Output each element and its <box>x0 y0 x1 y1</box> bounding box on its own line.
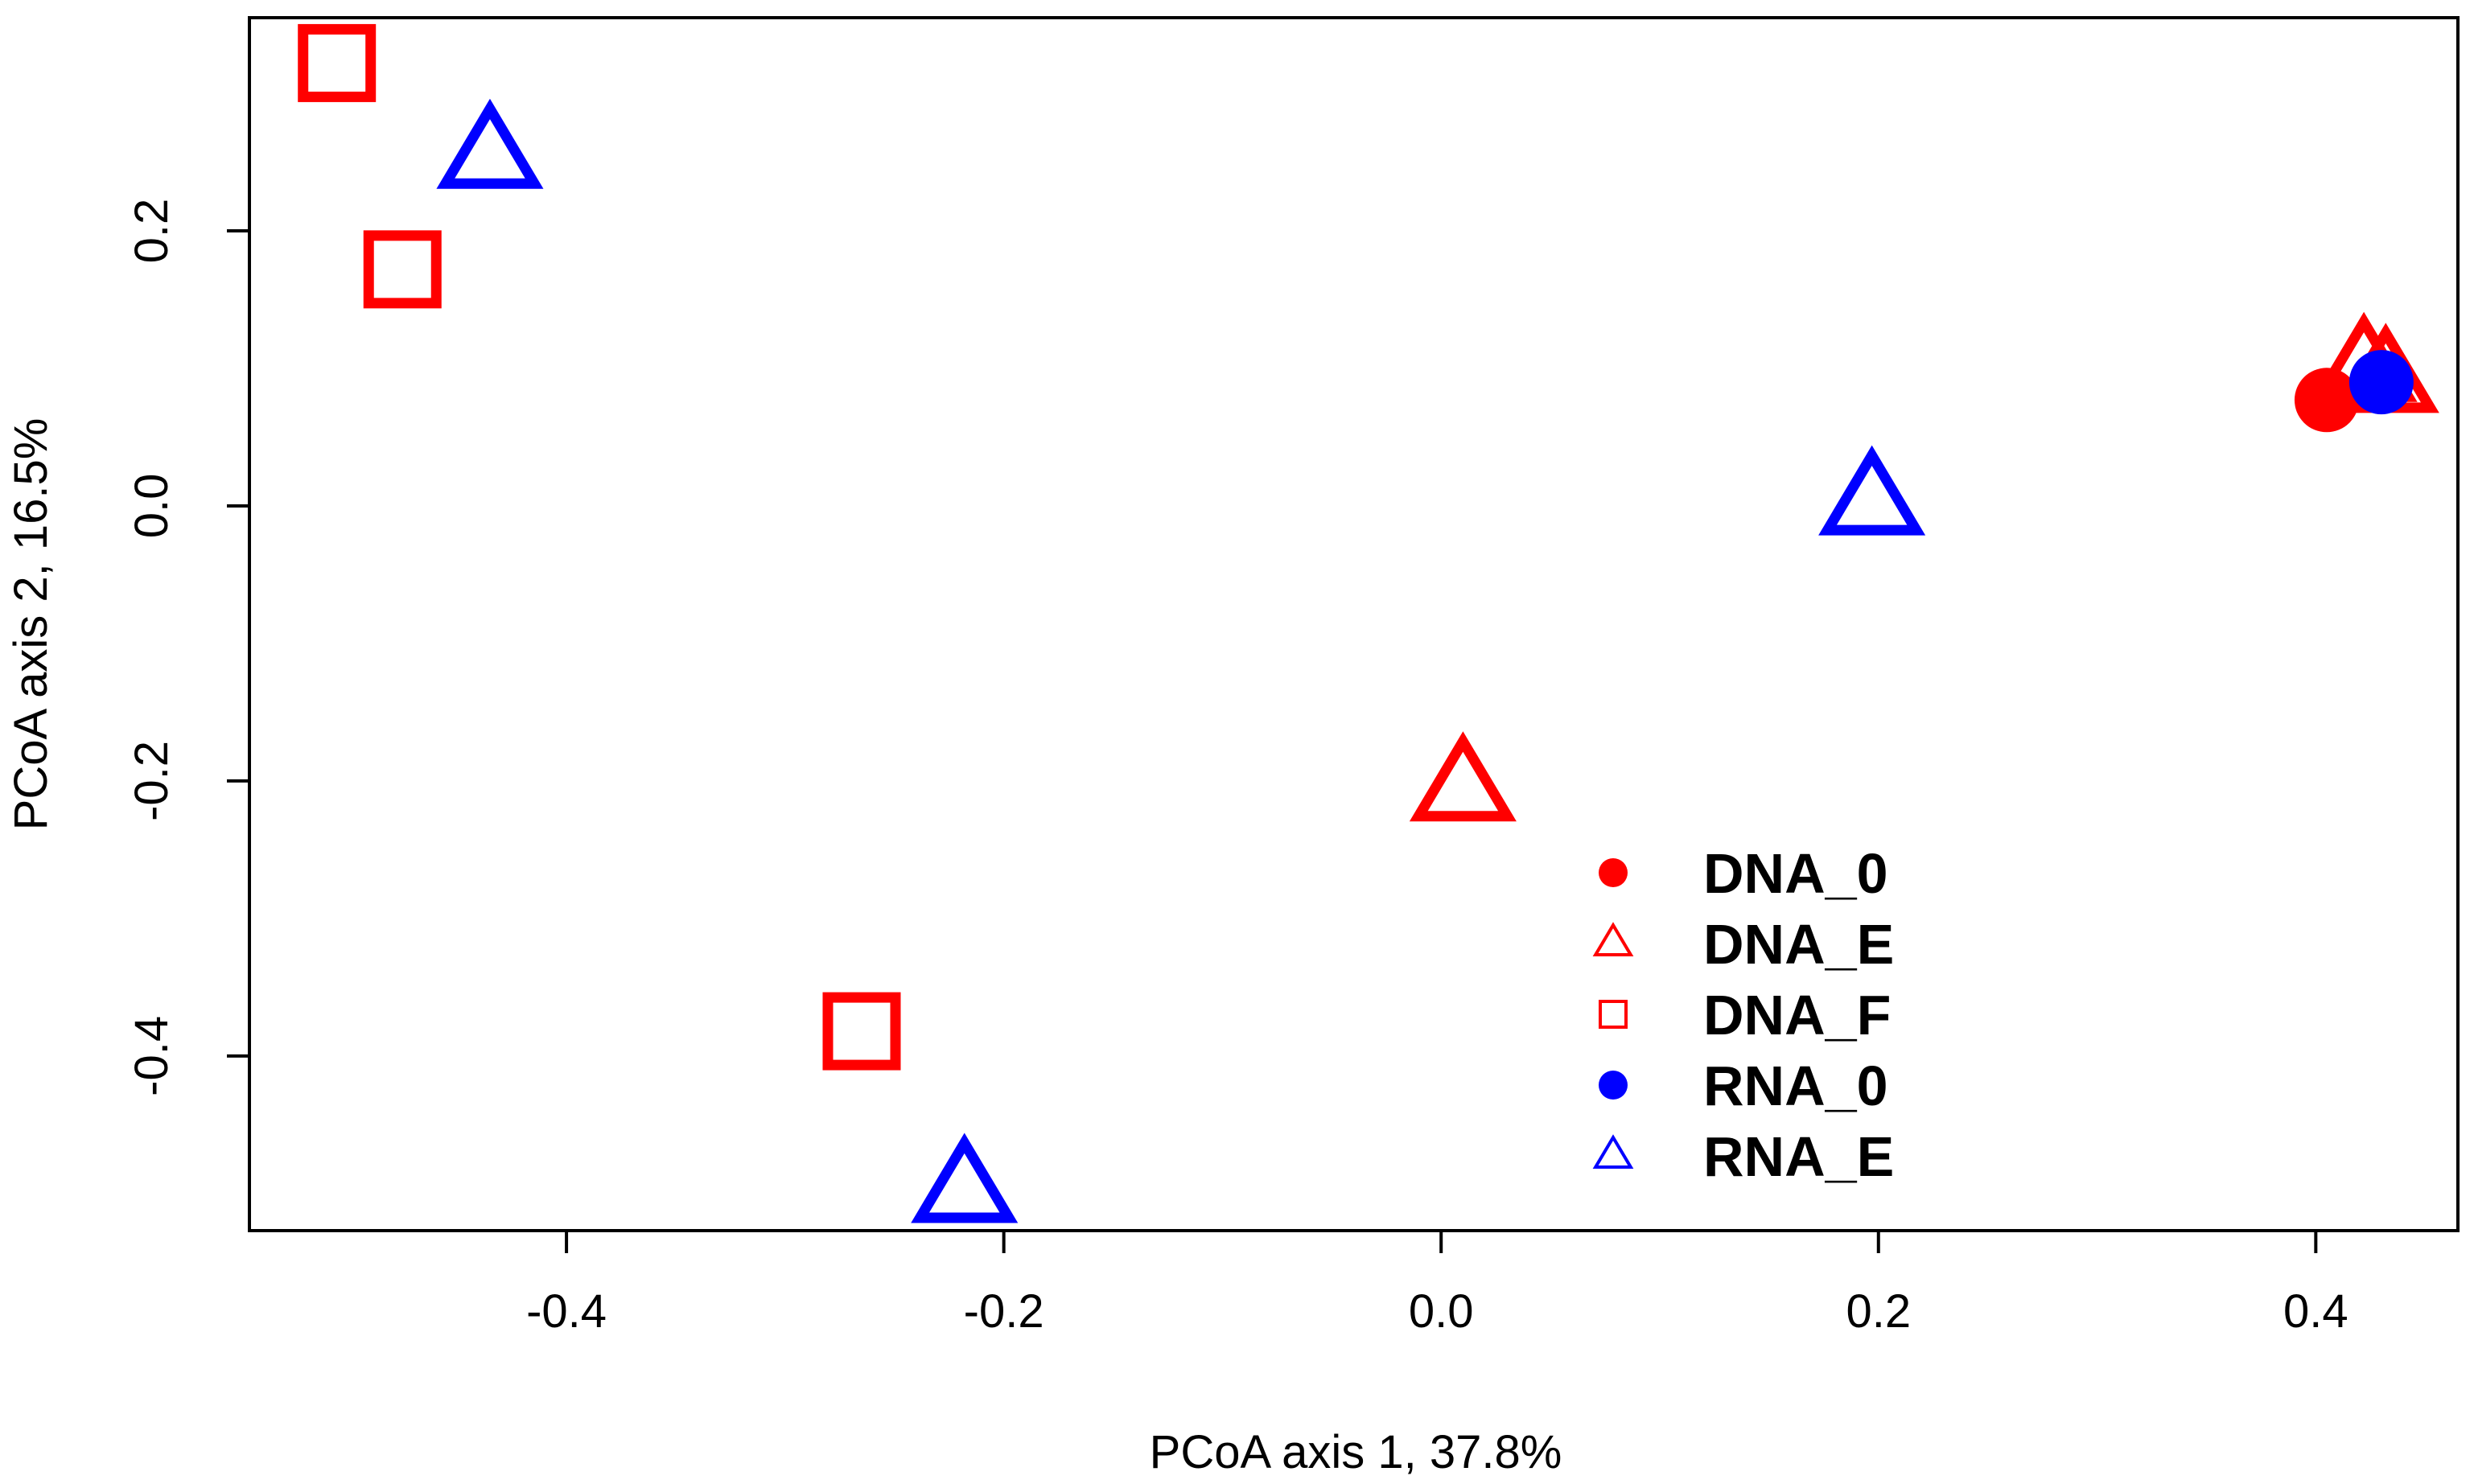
point-rna-0 <box>2348 350 2414 415</box>
x-tick-label: 0.4 <box>2283 1285 2348 1338</box>
y-axis-title: PCoA axis 2, 16.5% <box>5 418 57 831</box>
legend-label: DNA_0 <box>1703 842 1888 905</box>
y-tick-label: 0.0 <box>126 474 178 539</box>
point-dna-f <box>822 992 901 1071</box>
legend-label: DNA_F <box>1703 984 1891 1046</box>
point-dna-e <box>1409 731 1517 822</box>
x-axis-title: PCoA axis 1, 37.8% <box>1150 1426 1562 1478</box>
legend-label: RNA_0 <box>1703 1054 1888 1117</box>
point-dna-f <box>298 23 377 102</box>
x-tick-label: 0.0 <box>1409 1285 1474 1338</box>
legend-marker-rna-e <box>1592 1134 1634 1169</box>
point-rna-e <box>436 98 544 189</box>
legend-marker-dna-e <box>1592 922 1634 956</box>
x-tick-label: 0.2 <box>1846 1285 1911 1338</box>
plot-frame <box>248 16 2460 1232</box>
y-axis: -0.4 -0.2 0.0 0.2 <box>126 199 251 1096</box>
data-points <box>298 23 2439 1223</box>
legend-marker-dna-0 <box>1599 858 1628 887</box>
point-rna-e <box>1818 445 1926 536</box>
x-tick-label: -0.4 <box>526 1285 607 1338</box>
y-tick-label: -0.4 <box>126 1016 178 1096</box>
point-dna-f <box>363 230 442 309</box>
y-tick-label: 0.2 <box>126 199 178 264</box>
x-tick-label: -0.2 <box>964 1285 1044 1338</box>
x-axis: -0.4 -0.2 0.0 0.2 0.4 <box>526 1229 2348 1338</box>
legend-marker-rna-0 <box>1599 1071 1628 1100</box>
legend-label: RNA_E <box>1703 1125 1894 1188</box>
point-rna-e <box>911 1133 1019 1223</box>
legend: DNA_0 DNA_E DNA_F RNA_0 RNA_E <box>1592 842 1894 1188</box>
legend-marker-dna-f <box>1599 1000 1628 1029</box>
y-tick-label: -0.2 <box>126 741 178 821</box>
legend-label: DNA_E <box>1703 913 1894 976</box>
